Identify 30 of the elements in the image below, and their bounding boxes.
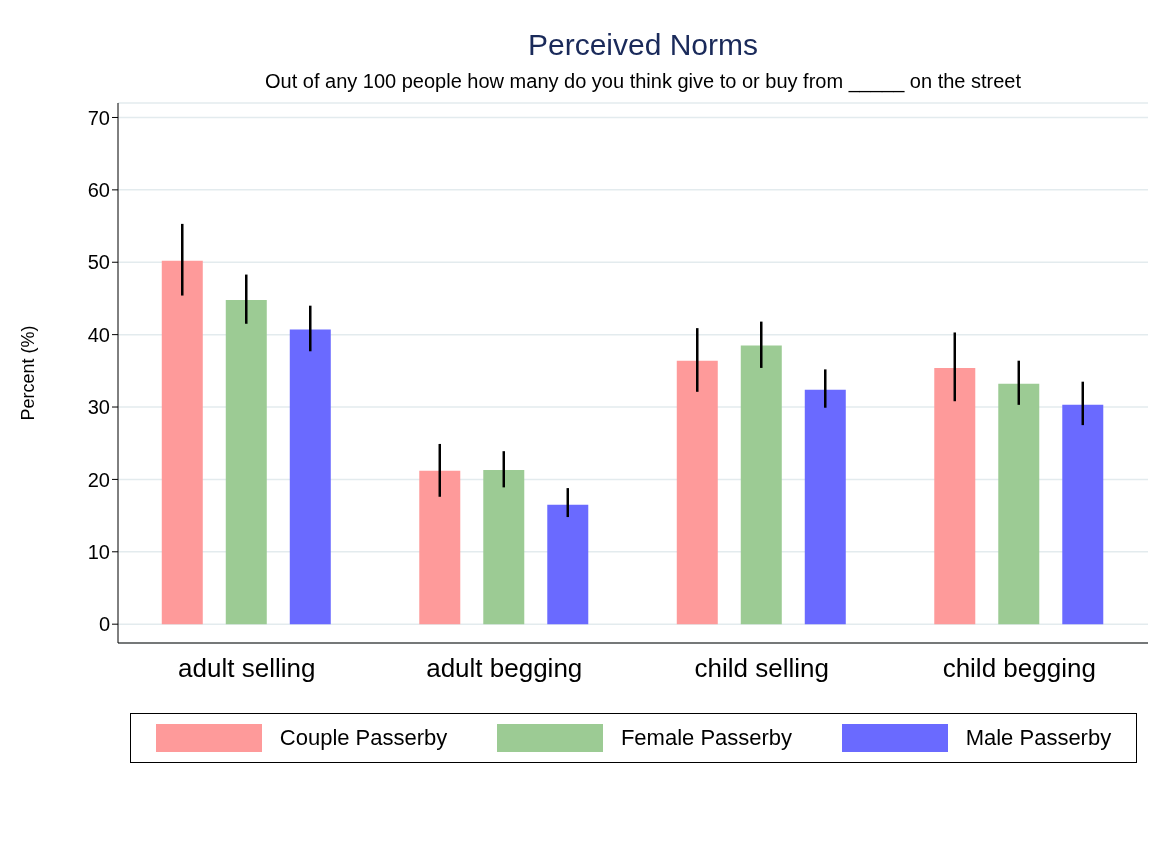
bar	[161, 260, 203, 625]
y-tick-label: 30	[87, 396, 110, 419]
chart-title: Perceived Norms	[526, 28, 760, 62]
bar	[804, 389, 846, 625]
legend-label: Couple Passerby	[279, 725, 448, 751]
bar	[483, 470, 525, 625]
y-axis-title: Percent (%)	[18, 325, 39, 421]
bar	[676, 360, 718, 625]
y-tick-label: 60	[87, 178, 110, 201]
x-tick-label: adult begging	[426, 653, 583, 684]
bar	[225, 299, 267, 625]
bar	[289, 329, 331, 625]
x-tick-label: child begging	[942, 653, 1096, 684]
bar	[547, 504, 589, 625]
legend-label: Female Passerby	[620, 725, 793, 751]
legend-label: Male Passerby	[965, 725, 1112, 751]
y-tick-label: 10	[87, 540, 110, 563]
x-tick-label: child selling	[694, 653, 829, 684]
bar	[998, 383, 1040, 625]
y-tick-label: 20	[87, 468, 110, 491]
bar	[419, 470, 461, 625]
y-tick-label: 40	[87, 323, 110, 346]
y-tick-label: 50	[87, 251, 110, 274]
x-tick-label: adult selling	[178, 653, 316, 684]
y-tick-label: 70	[87, 106, 110, 129]
bar	[934, 367, 976, 625]
bar	[1062, 404, 1104, 625]
chart-subtitle: Out of any 100 people how many do you think give to or buy from _____ on the street	[264, 70, 1022, 93]
bar	[740, 345, 782, 625]
y-tick-label: 0	[98, 613, 110, 636]
